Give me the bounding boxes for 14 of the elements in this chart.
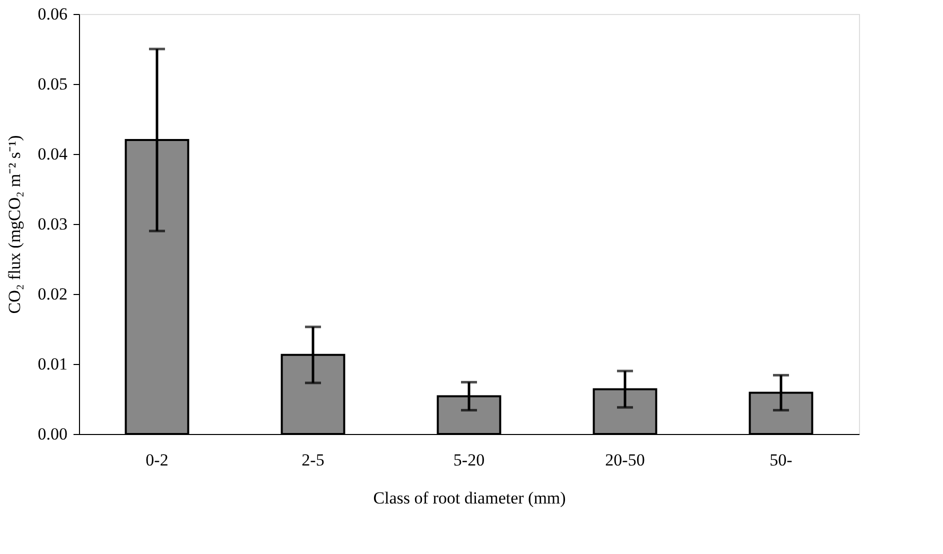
y-tick-label: 0.03 [38,214,68,234]
x-tick-label: 50- [770,450,793,470]
x-tick-label: 5-20 [453,450,485,470]
y-tick-label: 0.05 [38,74,68,94]
y-tick-label: 0.06 [38,4,68,24]
y-axis-title: CO₂ flux (mgCO₂ m⁻² s⁻¹) [4,135,24,314]
x-tick-label: 20-50 [605,450,645,470]
y-tick-label: 0.01 [38,354,68,374]
x-axis-title: Class of root diameter (mm) [373,488,566,508]
y-tick-label: 0.02 [38,284,68,304]
y-tick-label: 0.00 [38,424,68,444]
x-tick-label: 0-2 [146,450,168,470]
x-tick-label: 2-5 [302,450,324,470]
y-tick-label: 0.04 [38,144,68,164]
